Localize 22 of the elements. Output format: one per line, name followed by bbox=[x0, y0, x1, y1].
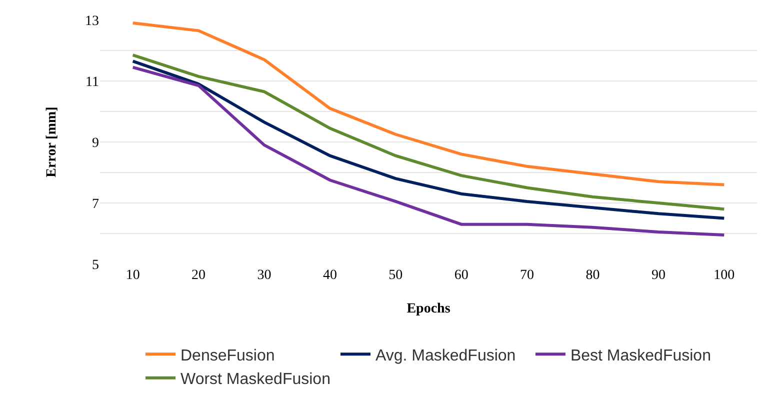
x-tick-label: 60 bbox=[454, 268, 468, 283]
x-tick-label: 100 bbox=[714, 268, 735, 283]
y-tick-label: 13 bbox=[85, 14, 99, 29]
x-tick-label: 40 bbox=[322, 268, 337, 283]
legend-label: DenseFusion bbox=[180, 347, 275, 364]
x-tick-label: 70 bbox=[520, 268, 534, 283]
y-tick-label: 9 bbox=[92, 136, 99, 151]
x-tick-label: 10 bbox=[126, 268, 140, 283]
x-tick-label: 90 bbox=[651, 268, 666, 283]
line-series bbox=[131, 22, 726, 186]
y-tick-label: 5 bbox=[92, 258, 99, 273]
y-tick-label: 7 bbox=[92, 196, 99, 212]
x-tick-label: 30 bbox=[257, 268, 272, 283]
legend-label: Best MaskedFusion bbox=[570, 347, 711, 364]
x-tick-label: 20 bbox=[192, 268, 206, 283]
legend-label: Avg. MaskedFusion bbox=[375, 347, 516, 364]
legend-label: Worst MaskedFusion bbox=[180, 371, 330, 388]
x-tick-label: 80 bbox=[586, 268, 600, 283]
x-axis-title: Epochs bbox=[406, 301, 451, 316]
y-tick-label: 11 bbox=[86, 74, 99, 90]
x-tick-label: 50 bbox=[388, 268, 403, 283]
y-axis-title: Error [mm] bbox=[44, 106, 60, 178]
